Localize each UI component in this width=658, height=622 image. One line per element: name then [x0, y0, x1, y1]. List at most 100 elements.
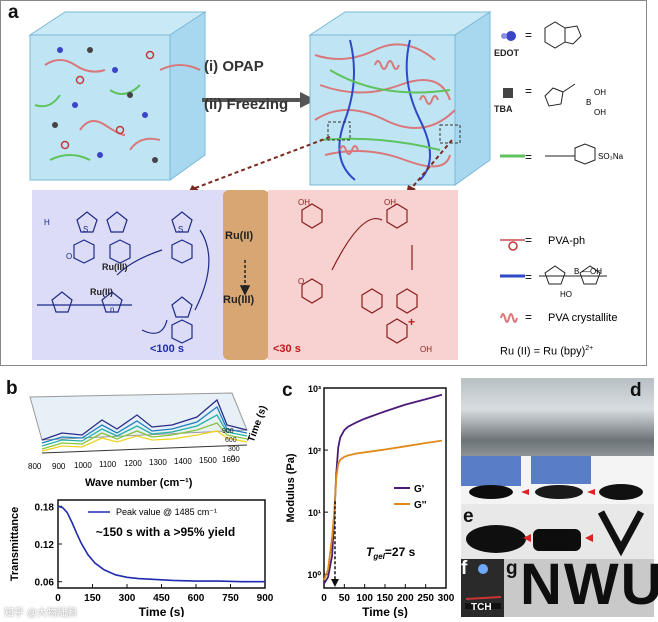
- step-opap: (i) OPAP: [204, 58, 264, 75]
- wn-tick: 1100: [99, 460, 117, 469]
- legend-tba-label: TBA: [494, 104, 513, 114]
- x-tick-label: 100: [356, 593, 373, 604]
- photo-g: [504, 559, 654, 617]
- ru3-center: Ru(III): [223, 294, 255, 306]
- time-phenol: <30 s: [273, 343, 301, 355]
- wn-tick: 1500: [199, 456, 217, 465]
- x-tick-label: 200: [397, 593, 414, 604]
- waterfall-time-tick-0: 900: [222, 428, 234, 435]
- mechanism-phenol-box: [268, 190, 458, 360]
- y-axis-label: Modulus (Pa): [285, 453, 297, 522]
- x-tick-label: 300: [438, 593, 455, 604]
- x-axis-label: Time (s): [139, 605, 185, 617]
- wn-tick: 1400: [174, 457, 192, 466]
- x-tick-label: 450: [153, 593, 170, 604]
- photo-d-bottom: [461, 456, 654, 504]
- legend-polymer-oh: —OH: [582, 267, 602, 276]
- waterfall-xlabel: Wave number (cm⁻¹): [85, 477, 193, 489]
- x-tick-label: 0: [55, 593, 61, 604]
- legend-eq-4: =: [525, 233, 533, 247]
- tch-label: TCH: [471, 602, 492, 613]
- ru2-left: Ru(II): [90, 287, 113, 297]
- x-tick-label: 300: [119, 593, 136, 604]
- modulus-chart: 0 50 100 150 200 250 300 10⁰ 10¹ 10² 10³ Time (s) Mo…: [285, 384, 455, 618]
- x-tick-label: 0: [321, 593, 327, 604]
- legend-eq-2: =: [525, 84, 533, 98]
- panel-label-a: a: [8, 2, 19, 23]
- legend-pva-crystallite: PVA crystallite: [548, 312, 618, 324]
- y-tick-label: 10¹: [308, 508, 321, 518]
- time-edot: <100 s: [150, 343, 184, 355]
- cube-after: [308, 11, 492, 186]
- waterfall-time-tick-3: 0: [231, 455, 235, 462]
- x-tick-label: 250: [417, 593, 434, 604]
- waterfall-time-tick-2: 300: [228, 446, 240, 453]
- atom-h-1: H: [44, 218, 50, 227]
- legend-edot-label: EDOT: [494, 48, 520, 58]
- mechanism-edot-box: [32, 190, 227, 360]
- legend-eq-3: =: [525, 150, 533, 164]
- yield-annotation: ~150 s with a >95% yield: [96, 525, 235, 539]
- x-axis-label: Time (s): [362, 605, 408, 618]
- legend: [500, 21, 607, 323]
- y-axis-label: Transmittance: [9, 507, 21, 582]
- x-tick-label: 900: [257, 593, 274, 604]
- phenol-oh-2: OH: [384, 198, 396, 207]
- y-tick-label: 10⁰: [307, 570, 321, 580]
- legend-eq-1: =: [525, 28, 533, 42]
- step-freezing: (ii) Freezing: [204, 96, 289, 113]
- legend-boronic-oh1: OH: [594, 88, 606, 97]
- atom-s-1: S: [83, 225, 89, 234]
- series-line: [323, 439, 443, 581]
- y-tick-label: 10³: [308, 384, 321, 394]
- ftir-waterfall: [29, 392, 248, 454]
- legend-label: G'': [414, 500, 427, 511]
- phenol-oh-3: OH: [420, 345, 432, 354]
- y-tick-label: 10²: [308, 446, 321, 456]
- x-tick-label: 750: [222, 593, 239, 604]
- watermark: 知乎 @大物陆鹏: [4, 608, 77, 619]
- panel-label-g: g: [506, 558, 518, 579]
- legend-polymer-ho: HO: [560, 290, 572, 299]
- y-tick-label: 0.18: [35, 502, 55, 513]
- legend-label: G': [414, 484, 424, 495]
- series-line: [323, 393, 443, 585]
- photo-d-top: [461, 378, 654, 456]
- atom-o-1: O: [66, 252, 73, 261]
- cube-before: [28, 11, 207, 181]
- legend-eq-5: =: [525, 270, 533, 284]
- y-tick-label: 0.12: [35, 540, 55, 551]
- tgel-annotation: Tgel=27 s: [366, 545, 416, 561]
- photo-f: [461, 559, 504, 617]
- photo-e: [461, 504, 654, 559]
- legend-boronic-oh2: OH: [594, 108, 606, 117]
- panel-label-d: d: [630, 380, 642, 401]
- panel-label-b: b: [6, 378, 18, 399]
- x-tick-label: 150: [84, 593, 101, 604]
- wn-tick: 1200: [124, 459, 142, 468]
- legend-polymer-b: B: [574, 267, 580, 276]
- waterfall-time-tick-1: 600: [225, 437, 237, 444]
- panel-a: a (i) OPAP (ii) Freezing: [0, 0, 647, 366]
- y-tick-label: 0.06: [35, 578, 55, 589]
- phenol-o-1: O: [298, 277, 305, 286]
- panel-label-c: c: [282, 380, 293, 401]
- x-tick-label: 600: [188, 593, 205, 604]
- nwu-letters: NWU: [520, 552, 658, 617]
- series-line: [57, 505, 265, 583]
- wn-tick: 1300: [149, 458, 167, 467]
- x-tick-label: 150: [377, 593, 394, 604]
- repeat-n: n: [110, 305, 115, 314]
- legend-boronic-b: B: [586, 98, 592, 107]
- panel-label-e: e: [463, 506, 474, 527]
- wn-tick: 900: [52, 462, 66, 471]
- legend-pva-ph: PVA-ph: [548, 235, 586, 247]
- wn-tick: 1000: [74, 461, 92, 470]
- mechanism-ru-box: [223, 190, 269, 360]
- wn-tick: 1600: [222, 455, 240, 464]
- panel-label-f: f: [461, 558, 468, 579]
- wn-tick: 800: [28, 462, 42, 471]
- legend-label: Peak value @ 1485 cm⁻¹: [116, 507, 217, 517]
- atom-s-2: S: [178, 225, 184, 234]
- process-arrow: [202, 92, 316, 108]
